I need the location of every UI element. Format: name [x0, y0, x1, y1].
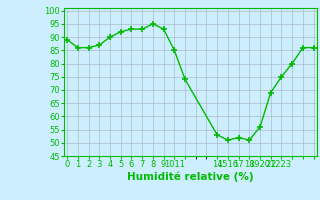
X-axis label: Humidité relative (%): Humidité relative (%)	[127, 172, 254, 182]
